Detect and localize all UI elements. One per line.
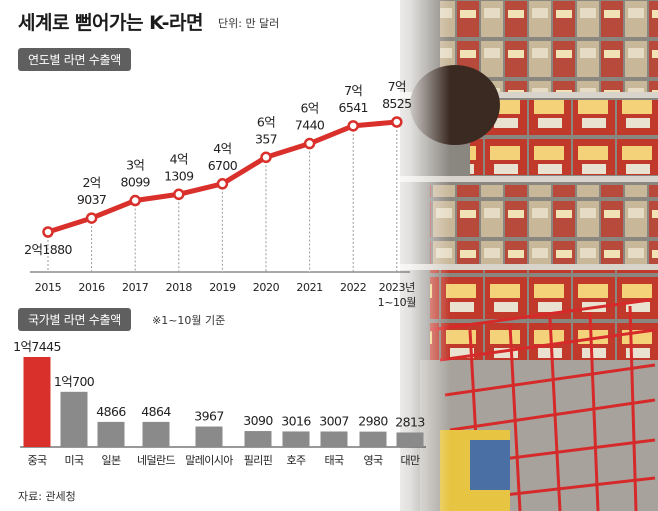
country-section-label: 국가별 라면 수출액: [18, 308, 131, 331]
bar-value-label: 2813: [395, 414, 424, 429]
category-label: 태국: [324, 454, 344, 467]
category-label: 호주: [286, 454, 306, 467]
x-tick-label: 2023년: [379, 281, 415, 294]
bar: [396, 432, 424, 447]
data-point: [85, 212, 98, 224]
data-point: [216, 178, 229, 190]
category-label: 일본: [101, 453, 121, 467]
data-label: 2억1880: [24, 242, 72, 257]
bar-value-label: 2980: [358, 414, 388, 429]
data-point: [129, 194, 141, 207]
x-tick-label: 2022: [340, 281, 366, 294]
x-tick-label: 2019: [209, 281, 236, 294]
unit-note: 단위: 만 달러: [218, 17, 280, 30]
data-label: 4억: [170, 151, 188, 166]
data-point: [347, 120, 359, 132]
category-label: 말레이시아: [185, 454, 233, 467]
data-point: [260, 151, 272, 164]
x-tick-label: 2015: [35, 281, 62, 294]
data-point: [391, 116, 403, 128]
data-label: 7억: [388, 79, 406, 94]
data-label: 8525: [382, 96, 411, 111]
data-point: [42, 226, 54, 238]
x-tick-label: 2016: [78, 281, 105, 294]
data-label: 6700: [208, 158, 238, 173]
bar: [142, 421, 170, 447]
bar-value-label: 1억700: [54, 374, 95, 389]
chart-title: 세계로 뻗어가는 K-라면: [18, 12, 204, 34]
data-point: [173, 188, 185, 201]
category-label: 영국: [363, 454, 383, 467]
bar-value-label: 4866: [96, 404, 126, 419]
bar-value-label: 4864: [141, 404, 171, 419]
data-label: 7440: [295, 118, 325, 133]
bar: [23, 357, 51, 447]
bar: [320, 431, 348, 447]
bar: [195, 426, 223, 447]
bar: [60, 391, 88, 447]
bar: [97, 421, 125, 447]
source-note: 자료: 관세청: [18, 490, 76, 503]
bar-value-label: 3007: [319, 413, 348, 428]
data-label: 3억: [126, 158, 144, 173]
bar-value-label: 1억7445: [13, 339, 61, 354]
data-point: [303, 137, 316, 150]
data-label: 9037: [77, 192, 106, 207]
data-label: 1309: [164, 168, 194, 183]
bar: [282, 431, 310, 447]
bar-value-label: 3016: [281, 413, 311, 428]
category-label: 중국: [27, 454, 47, 467]
data-label: 2억: [82, 175, 100, 190]
data-label: 6541: [338, 100, 367, 115]
category-label: 미국: [64, 454, 84, 467]
data-label: 7억: [344, 83, 362, 98]
x-tick-label: 2017: [122, 281, 149, 294]
bar-value-label: 3090: [243, 413, 273, 428]
bar: [359, 431, 387, 447]
data-label: 6억: [300, 101, 318, 116]
x-tick-label: 1~10월: [378, 296, 417, 309]
data-label: 357: [255, 131, 277, 146]
country-period-note: ※1~10월 기준: [152, 314, 226, 327]
data-label: 8099: [120, 175, 150, 190]
bar: [244, 431, 272, 447]
bar-value-label: 3967: [194, 409, 223, 424]
x-tick-label: 2020: [253, 281, 280, 294]
yearly-section-label: 연도별 라면 수출액: [18, 48, 131, 71]
data-label: 6억: [257, 114, 275, 129]
category-label: 필리핀: [244, 454, 273, 467]
x-tick-label: 2021: [296, 281, 322, 294]
category-label: 네덜란드: [137, 454, 176, 467]
category-label: 대만: [400, 454, 420, 467]
data-label: 4억: [213, 141, 231, 156]
x-tick-label: 2018: [166, 281, 193, 294]
